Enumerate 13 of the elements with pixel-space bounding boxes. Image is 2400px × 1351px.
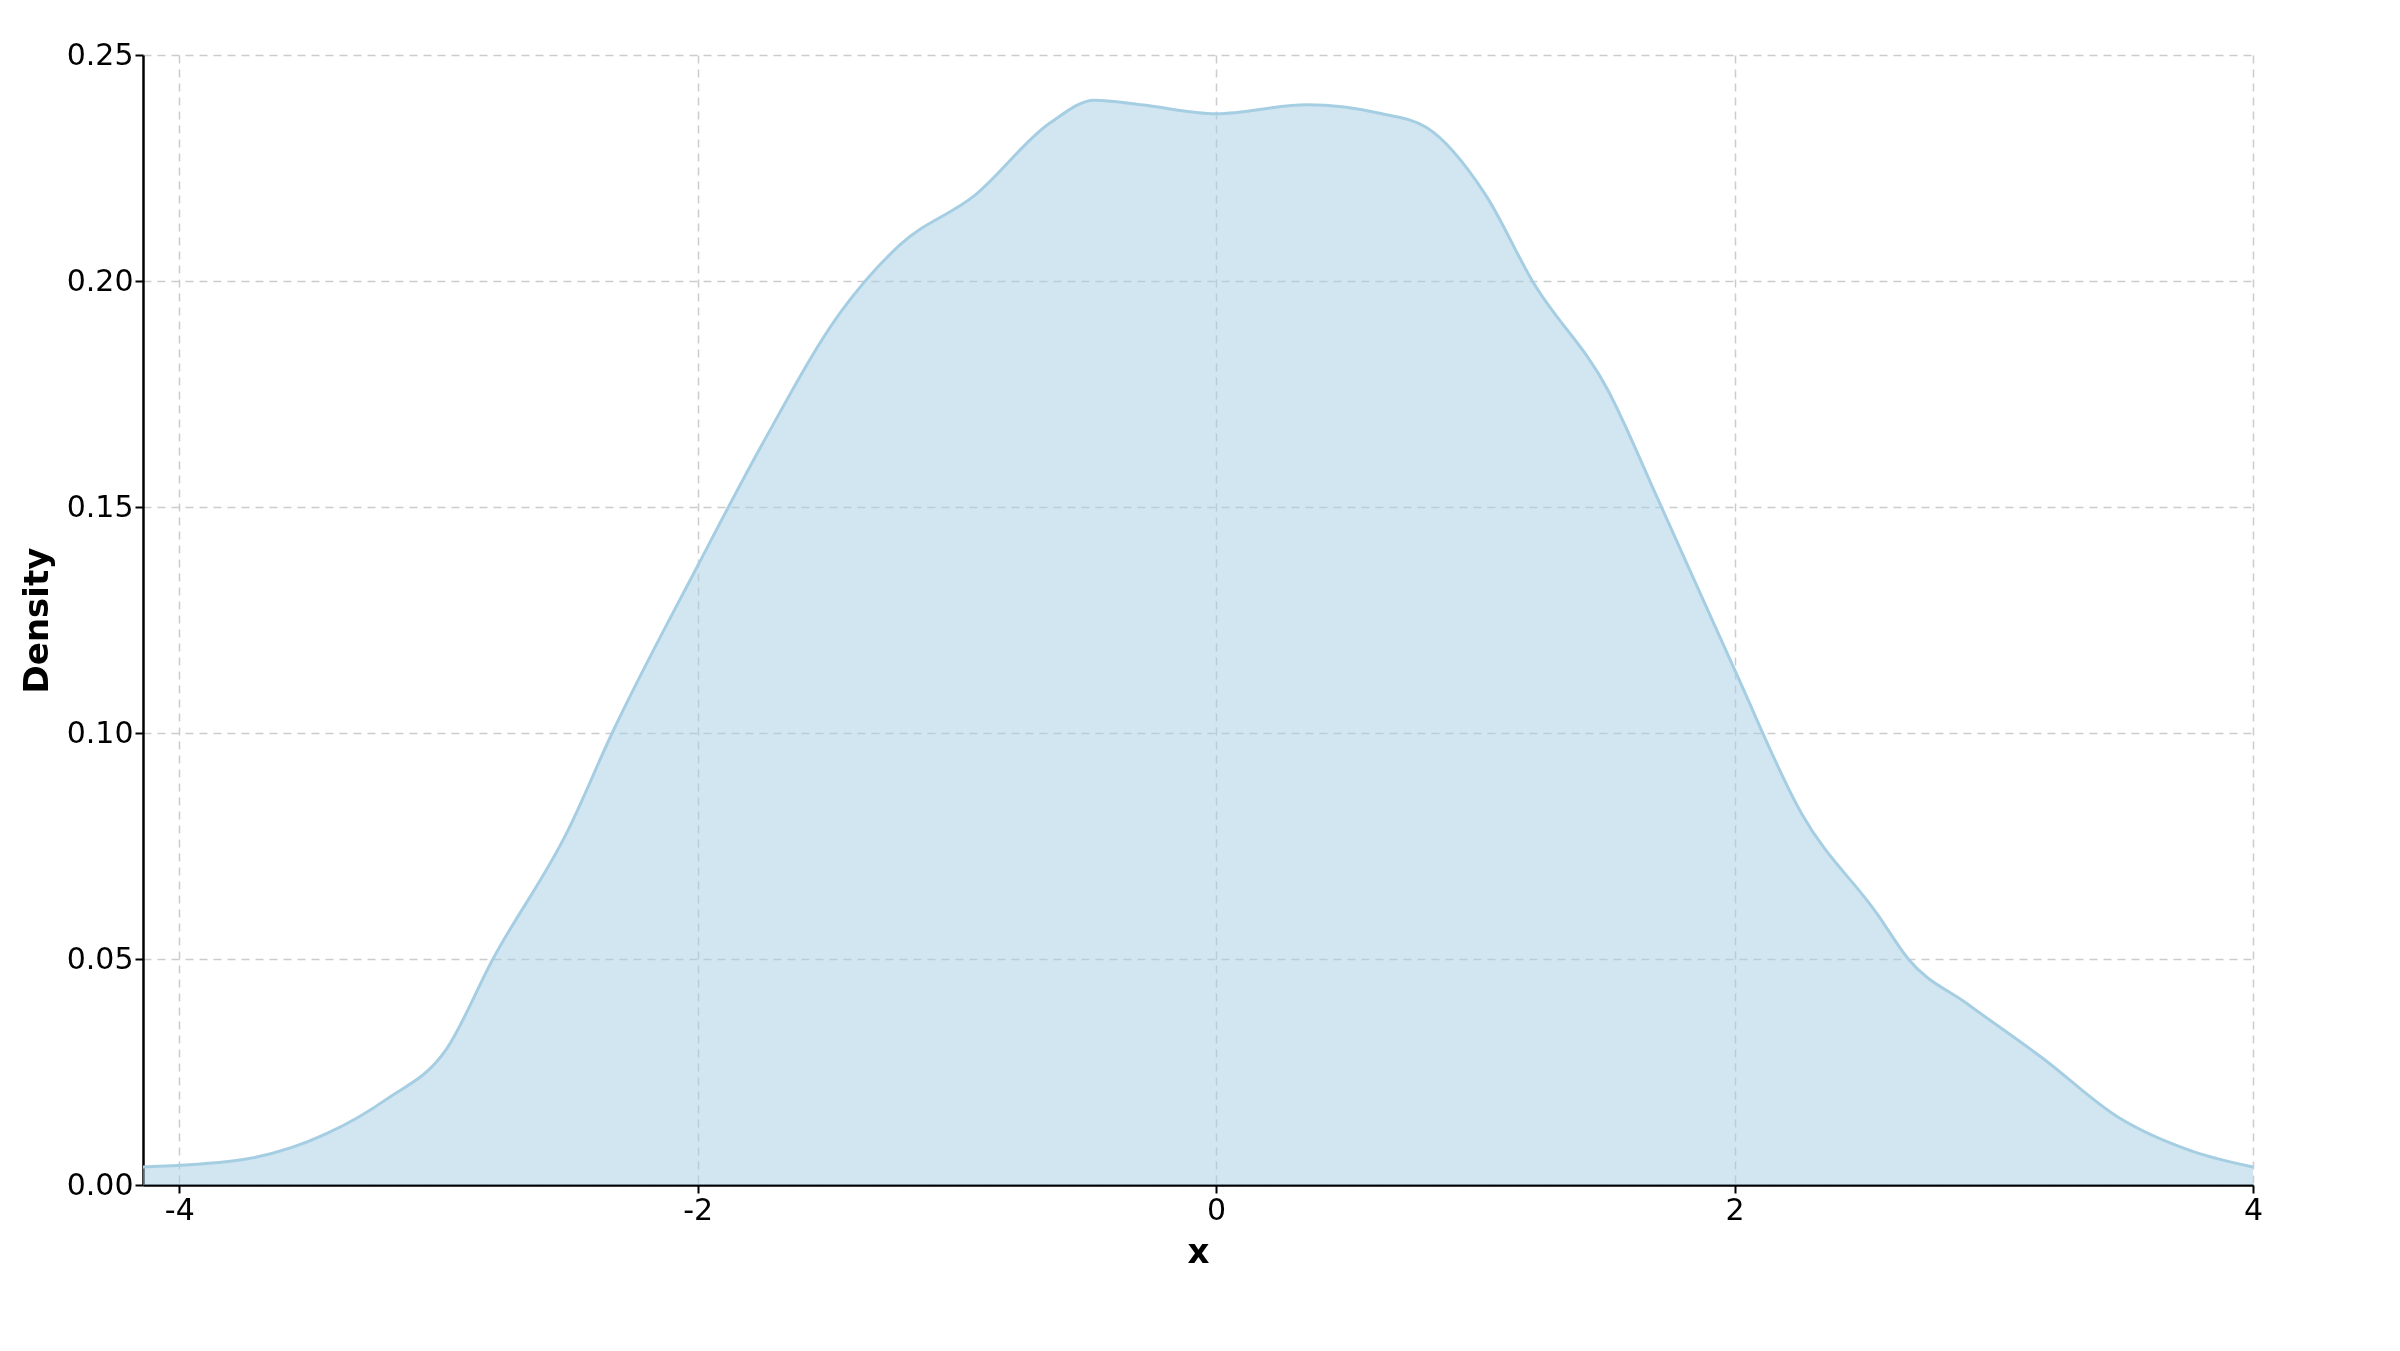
y-tick-label: 0.15 [66,488,134,524]
x-tick-label: 0 [1207,1191,1227,1227]
x-tick-label: 4 [2243,1191,2264,1227]
y-tick-label: 0.00 [66,1166,134,1202]
y-axis-title: Density [15,547,56,694]
y-tick-label: 0.25 [66,36,134,72]
y-tick-label: 0.20 [66,262,134,298]
x-axis-title: x [1187,1230,1210,1271]
y-tick-label: 0.05 [66,940,134,976]
x-tick-label: -2 [683,1191,714,1227]
x-tick-label: -4 [164,1191,195,1227]
y-tick-label: 0.10 [66,714,134,750]
x-tick-label: 2 [1725,1191,1745,1227]
